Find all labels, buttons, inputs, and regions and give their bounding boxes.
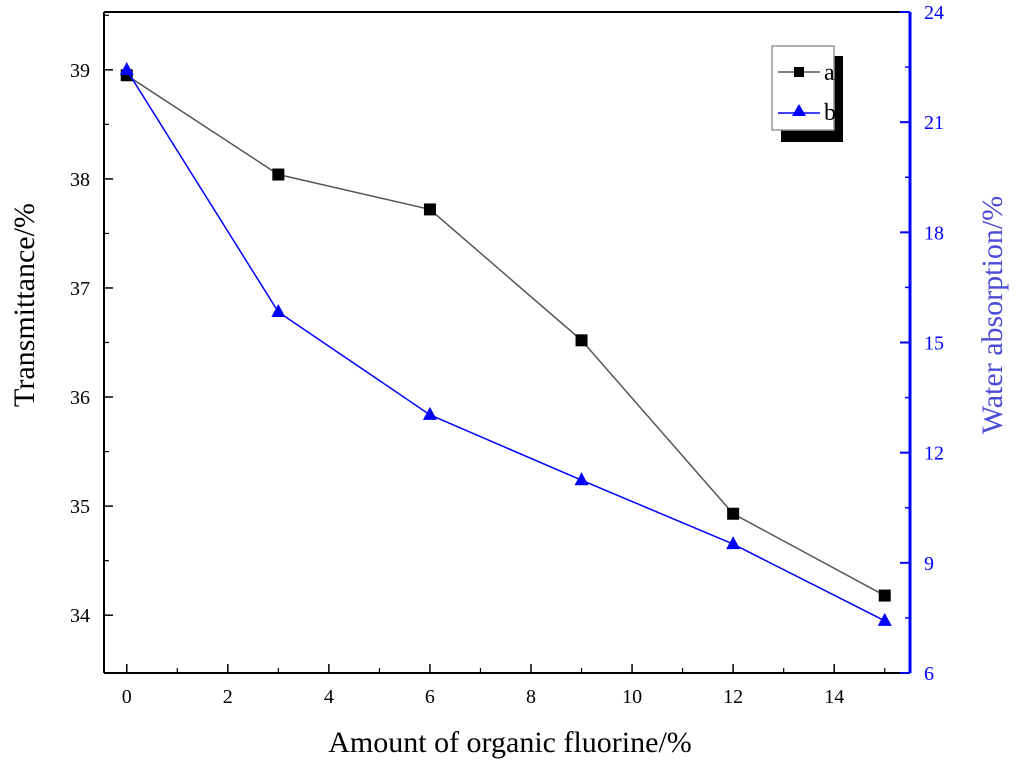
y-left-tick-label: 37: [70, 278, 90, 300]
legend-label-b: b: [824, 100, 836, 126]
y-right-tick-label: 6: [924, 663, 934, 685]
data-point-b: [271, 304, 286, 318]
data-point-a: [575, 334, 588, 347]
y-axis-left-label: Transmittance/%: [8, 203, 41, 407]
y-right-tick-label: 24: [924, 2, 944, 24]
legend: a b: [771, 45, 843, 142]
y-right-tick-label: 18: [924, 222, 944, 244]
data-point-a: [272, 168, 285, 181]
legend-marker-a: [794, 67, 804, 77]
x-tick-label: 0: [122, 686, 132, 708]
x-tick-label: 2: [223, 686, 233, 708]
data-point-b: [422, 406, 437, 420]
y-left-tick-label: 34: [70, 605, 90, 627]
legend-marker-b: [792, 104, 806, 116]
y-left-tick-label: 38: [70, 169, 90, 191]
data-point-b: [119, 62, 134, 76]
y-right-tick-label: 12: [924, 443, 944, 465]
y-left-tick-label: 35: [70, 496, 90, 518]
data-point-a: [120, 69, 133, 82]
data-point-b: [574, 472, 589, 486]
legend-label-a: a: [824, 60, 835, 86]
y-right-tick-label: 9: [924, 553, 934, 575]
y-left-tick-label: 39: [70, 60, 90, 82]
y-axis-right-label: Water absorption/%: [976, 196, 1009, 434]
data-point-b: [726, 536, 741, 550]
data-point-a: [878, 589, 891, 602]
y-left-tick-label: 36: [70, 387, 90, 409]
series-line-a: [126, 74, 886, 597]
data-point-b: [877, 612, 892, 626]
x-tick-label: 8: [526, 686, 536, 708]
x-tick-label: 14: [824, 686, 844, 708]
y-right-tick-label: 21: [924, 112, 944, 134]
y-right-tick-label: 15: [924, 333, 944, 355]
x-tick-label: 4: [324, 686, 334, 708]
data-point-a: [423, 203, 436, 216]
series-line-b: [126, 69, 886, 622]
x-tick-label: 12: [723, 686, 743, 708]
x-tick-label: 6: [425, 686, 435, 708]
x-axis-label: Amount of organic fluorine/%: [328, 726, 692, 759]
x-tick-label: 10: [622, 686, 642, 708]
data-point-a: [727, 507, 740, 520]
